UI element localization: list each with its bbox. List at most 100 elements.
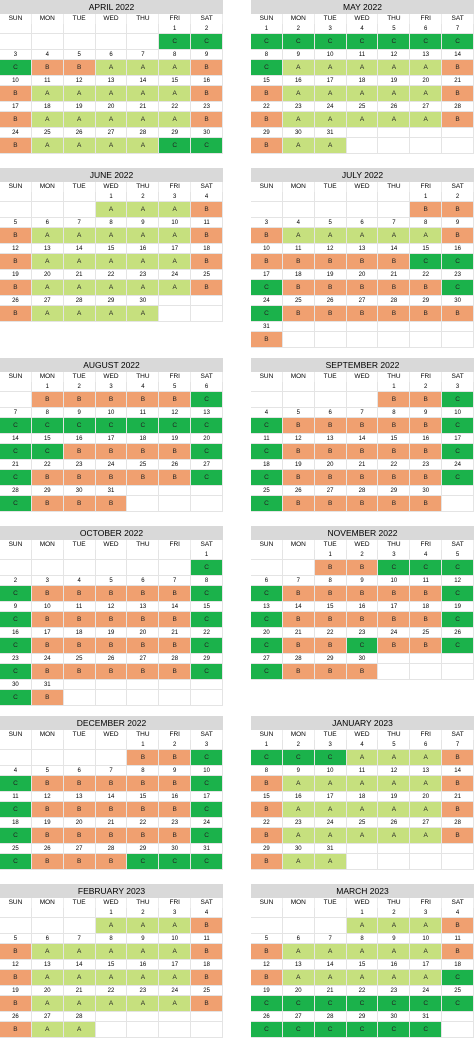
day-number: 12	[282, 434, 315, 444]
day-code: A	[410, 228, 443, 244]
day-code	[314, 918, 347, 934]
day-number: 20	[127, 628, 160, 638]
day-number	[442, 128, 474, 138]
weekday-header: SUN MON TUE WED THU FRI SAT	[251, 730, 474, 740]
day-code: B	[159, 638, 192, 654]
weekday-label: MON	[283, 182, 315, 192]
day-number	[95, 1012, 128, 1022]
day-code: A	[282, 60, 315, 76]
day-code: B	[378, 586, 411, 602]
day-number: 6	[95, 50, 128, 60]
week-number-row: 4 5 6 7 8 9 10	[251, 408, 474, 418]
month-calendar: FEBRUARY 2023 SUN MON TUE WED THU FRI SAT 1 2 3 4 A A…	[0, 884, 224, 1038]
day-number: 22	[251, 818, 283, 828]
day-code: A	[63, 280, 96, 296]
day-code: A	[314, 138, 347, 154]
day-number: 27	[95, 128, 128, 138]
day-number: 23	[191, 102, 224, 112]
day-number: 20	[346, 270, 379, 280]
day-code: B	[63, 392, 96, 408]
day-number	[31, 550, 64, 560]
day-code: A	[282, 828, 315, 844]
day-number: 23	[346, 628, 379, 638]
day-number	[0, 740, 32, 750]
day-code: B	[346, 560, 379, 576]
day-number: 1	[251, 740, 283, 750]
day-code: C	[0, 60, 32, 76]
weekday-label: THU	[127, 14, 160, 24]
day-code: B	[159, 470, 192, 486]
day-number: 13	[191, 408, 224, 418]
day-number: 14	[442, 50, 474, 60]
day-number: 25	[31, 128, 64, 138]
day-number: 5	[0, 934, 32, 944]
week-number-row: 24 25 26 27 28 29 30	[0, 128, 224, 138]
day-number: 9	[282, 50, 315, 60]
day-code: B	[0, 138, 32, 154]
day-code: C	[0, 854, 32, 870]
day-number: 6	[251, 576, 283, 586]
day-code: C	[442, 638, 474, 654]
weekday-label: WED	[96, 730, 128, 740]
day-number: 23	[127, 986, 160, 996]
day-number: 10	[95, 408, 128, 418]
day-number: 28	[127, 128, 160, 138]
week-number-row: 28 29 30 31	[0, 486, 224, 496]
day-number: 6	[410, 740, 443, 750]
day-number: 21	[159, 628, 192, 638]
day-code: B	[0, 944, 32, 960]
weekday-label: TUE	[315, 730, 347, 740]
day-code: B	[31, 60, 64, 76]
day-code: B	[442, 802, 474, 818]
day-number: 27	[31, 1012, 64, 1022]
day-number: 3	[378, 550, 411, 560]
day-number: 15	[314, 602, 347, 612]
day-code: B	[410, 392, 443, 408]
day-number: 24	[0, 128, 32, 138]
weekday-label: SUN	[0, 898, 32, 908]
day-code: C	[442, 996, 474, 1012]
day-number: 21	[95, 818, 128, 828]
day-code: C	[191, 392, 224, 408]
day-code: B	[251, 970, 283, 986]
day-code: B	[0, 86, 32, 102]
day-number: 19	[378, 76, 411, 86]
weekday-header: SUN MON TUE WED THU FRI SAT	[251, 372, 474, 382]
day-number	[191, 296, 224, 306]
day-code: B	[127, 776, 160, 792]
day-number: 2	[63, 382, 96, 392]
day-code: C	[0, 828, 32, 844]
day-number: 13	[63, 792, 96, 802]
day-code: C	[251, 470, 283, 486]
day-number: 27	[314, 486, 347, 496]
weekday-label: WED	[347, 898, 379, 908]
weekday-label: FRI	[410, 540, 443, 550]
day-code: C	[191, 664, 224, 680]
day-number: 19	[282, 460, 315, 470]
day-code: A	[159, 918, 192, 934]
day-code: B	[95, 854, 128, 870]
day-code: C	[191, 776, 224, 792]
week-number-row: 26 27 28	[0, 1012, 224, 1022]
day-number	[127, 550, 160, 560]
day-number: 16	[159, 792, 192, 802]
day-number: 11	[282, 244, 315, 254]
day-number: 25	[346, 102, 379, 112]
day-number: 8	[95, 934, 128, 944]
day-number: 7	[159, 576, 192, 586]
day-number: 9	[0, 602, 32, 612]
month-title: JUNE 2022	[0, 168, 223, 182]
day-number: 4	[346, 740, 379, 750]
day-code: A	[159, 86, 192, 102]
weekday-label: SAT	[442, 540, 474, 550]
day-code: C	[191, 828, 224, 844]
weekday-label: FRI	[159, 182, 192, 192]
day-code: A	[31, 944, 64, 960]
day-code	[410, 854, 443, 870]
day-number: 16	[127, 244, 160, 254]
weekday-label: WED	[96, 372, 128, 382]
